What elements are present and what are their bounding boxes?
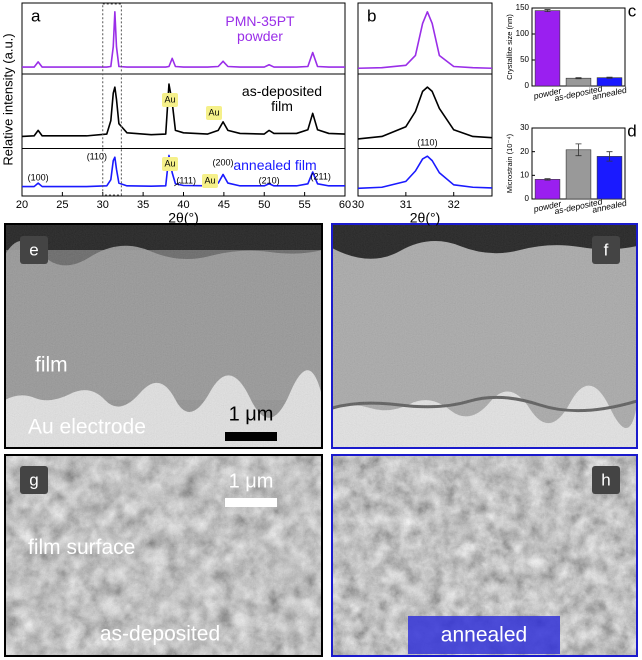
trace — [22, 11, 345, 68]
y-tick-label: 20 — [520, 147, 529, 156]
y-tick-label: 50 — [520, 55, 529, 64]
peak-label: (110) — [87, 151, 107, 161]
series-name-box: annealed film — [233, 158, 317, 173]
bar — [565, 77, 592, 87]
error-bar — [575, 77, 582, 80]
error-bar — [544, 178, 551, 181]
x-axis-label: 2θ(°) — [168, 210, 199, 226]
series-name: as-deposited film — [241, 84, 323, 114]
au-label: Au — [164, 158, 175, 168]
trace — [357, 155, 493, 190]
peak-label: (211) — [311, 171, 331, 181]
bar — [534, 10, 561, 87]
plot-frame — [357, 2, 493, 197]
label-box — [592, 236, 620, 264]
label-box — [20, 236, 48, 264]
x-tick-label: 32 — [448, 199, 460, 211]
panel-label: f — [604, 240, 609, 259]
x-tick-label: 30 — [352, 199, 364, 211]
trace — [357, 86, 493, 140]
peak-label: (210) — [259, 175, 280, 185]
au-tag — [162, 157, 178, 171]
peak-label: (100) — [28, 172, 49, 182]
scale-bar — [225, 432, 277, 441]
error-bar — [606, 76, 613, 79]
trace — [22, 154, 345, 188]
micrograph-f — [332, 224, 637, 448]
peak-label: (110) — [417, 137, 437, 147]
sample-label: annealed — [441, 624, 527, 647]
panel-label: d — [627, 121, 636, 140]
x-axis-label: 2θ(°) — [410, 210, 441, 226]
au-label: Au — [204, 175, 215, 185]
panel-label: a — [31, 6, 41, 25]
error-bar — [606, 151, 613, 162]
x-tick-label: 60 — [339, 199, 351, 211]
y-tick-label: 0 — [525, 194, 530, 203]
au-label: Au — [164, 94, 175, 104]
panel-label: h — [601, 470, 610, 489]
au-tag — [162, 93, 178, 107]
x-tick-label: 30 — [97, 199, 109, 211]
sample-label: as-deposited — [100, 623, 220, 646]
frame — [4, 454, 323, 657]
error-bar — [544, 9, 551, 13]
y-tick-label: 0 — [525, 81, 530, 90]
scale-bar — [225, 498, 277, 507]
series-name: PMN-35PT powder — [225, 14, 295, 44]
micrograph-g — [5, 455, 322, 656]
surface-label-box: film surface — [28, 536, 136, 559]
x-tick-label: 55 — [299, 199, 311, 211]
frame — [331, 454, 638, 657]
label-box — [592, 466, 620, 494]
label-box — [20, 466, 48, 494]
y-tick-label: 100 — [516, 29, 530, 38]
x-tick-label: 31 — [400, 199, 412, 211]
y-tick-label: 10 — [520, 170, 529, 179]
panel-label: b — [367, 6, 376, 25]
x-tick-label: 40 — [177, 199, 189, 211]
x-tick-label: 45 — [218, 199, 230, 211]
bar — [565, 149, 592, 200]
y-tick-label: 150 — [516, 3, 530, 12]
y-axis-label: Relative intensity (a.u.) — [0, 33, 15, 165]
x-tick-label: 20 — [16, 199, 28, 211]
series-name-box: PMN-35PT powder — [225, 14, 295, 44]
peak-label: (200) — [213, 157, 234, 167]
zoom-box — [102, 3, 122, 196]
bar — [596, 77, 623, 87]
surface-label: film surface — [28, 536, 136, 559]
panel-label: g — [29, 470, 38, 489]
x-tick-label: 35 — [137, 199, 149, 211]
electrode-label: Au electrode — [28, 416, 146, 439]
y-tick-label: 30 — [520, 123, 529, 132]
frame — [4, 223, 323, 449]
film-label: film — [35, 354, 68, 377]
peak-label: (111) — [176, 175, 196, 185]
panel-label: e — [29, 240, 38, 259]
leader — [174, 181, 181, 187]
trace — [357, 11, 493, 70]
au-label: Au — [208, 107, 219, 117]
series-name-box: as-deposited film — [241, 84, 323, 114]
scale-label: 1 μm — [229, 470, 274, 492]
y-axis-label: Microstrain (10⁻⁴) — [505, 133, 514, 193]
bar — [534, 179, 561, 200]
sample-box — [408, 616, 560, 654]
x-tick-label: 25 — [56, 199, 68, 211]
x-tick-label: 50 — [258, 199, 270, 211]
error-bar — [575, 143, 582, 157]
micrograph-h — [332, 455, 637, 656]
micrograph-e — [5, 224, 322, 448]
series-name: annealed film — [233, 158, 317, 173]
y-axis-label: Crystallite size (nm) — [505, 14, 514, 80]
au-tag — [206, 106, 222, 120]
bar — [596, 156, 623, 200]
scale-label: 1 μm — [229, 403, 274, 425]
frame — [331, 223, 638, 449]
au-tag — [202, 174, 218, 188]
panel-label: c — [628, 1, 637, 20]
